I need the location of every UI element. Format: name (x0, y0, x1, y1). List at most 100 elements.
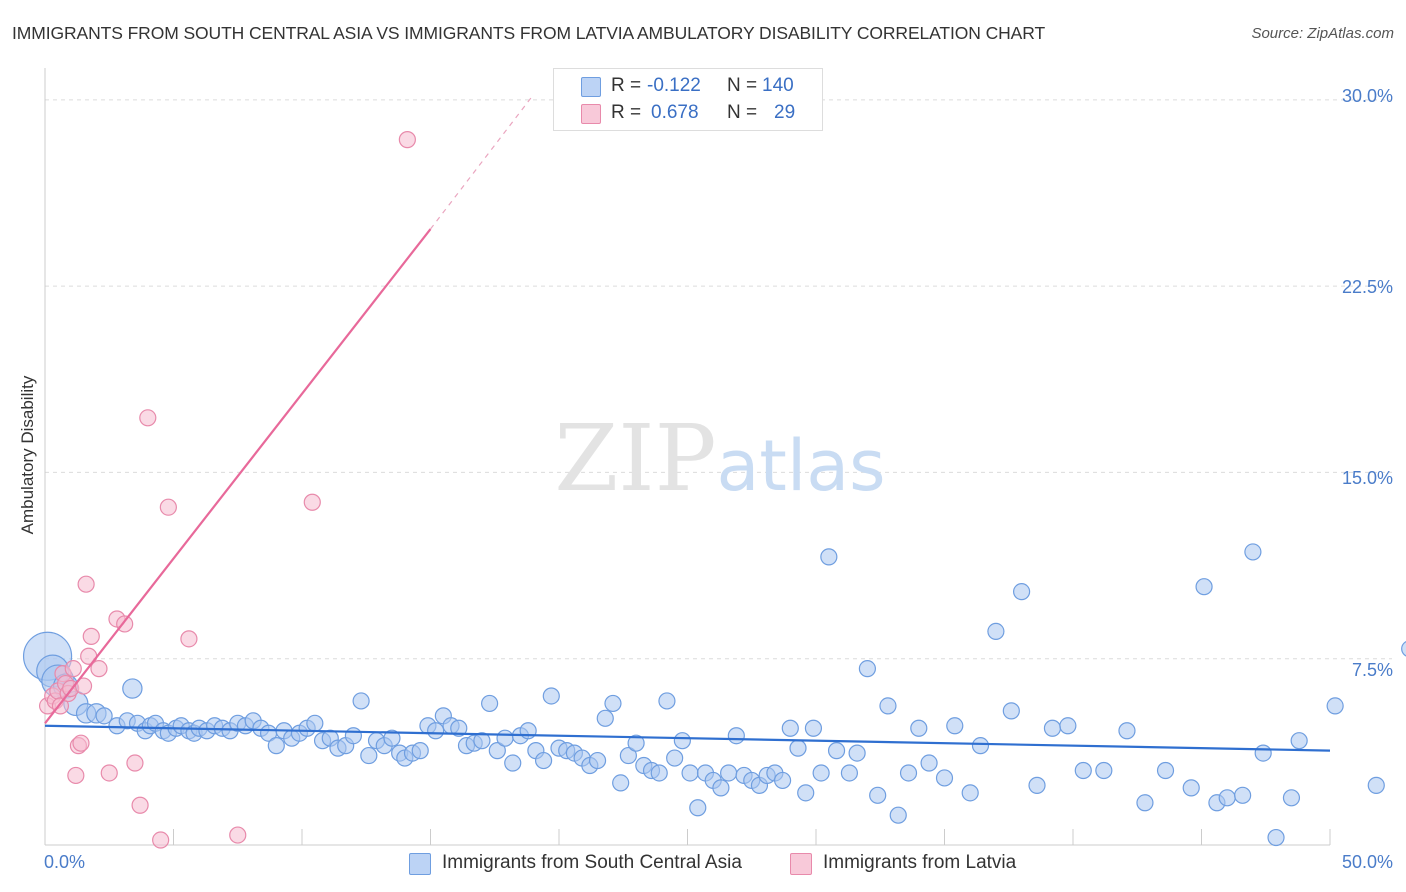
source-label: Source: ZipAtlas.com (1251, 25, 1394, 42)
data-point (122, 678, 143, 699)
data-point (344, 727, 362, 745)
data-point (935, 769, 954, 787)
data-point (77, 575, 95, 593)
data-point (542, 687, 560, 705)
data-point (82, 627, 100, 645)
data-point (1136, 794, 1154, 812)
data-point (534, 751, 553, 770)
data-point (74, 677, 93, 695)
data-point (1002, 702, 1020, 720)
legend-label: Immigrants from Latvia (823, 852, 1017, 873)
data-point (131, 796, 149, 814)
data-point (152, 831, 170, 849)
data-point (360, 746, 378, 765)
data-point (352, 692, 370, 710)
data-point (481, 694, 499, 713)
data-point (72, 734, 90, 752)
blue-swatch-icon (581, 77, 601, 97)
axes (44, 68, 1331, 846)
data-point (689, 799, 707, 817)
data-point (398, 131, 416, 149)
data-point (267, 737, 285, 755)
data-point (827, 742, 846, 760)
data-point (306, 714, 324, 732)
data-point (619, 746, 637, 765)
data-point (1195, 578, 1213, 596)
data-point (383, 729, 401, 747)
gridlines (45, 99, 1392, 660)
data-point (1012, 583, 1031, 601)
data-point (627, 734, 645, 752)
n-value: 140 (762, 75, 794, 96)
data-point (588, 751, 607, 770)
data-point (781, 719, 799, 737)
data-point (303, 493, 321, 511)
r-value: -0.122 (647, 75, 701, 96)
blue-swatch-icon (409, 853, 431, 875)
data-point (1326, 697, 1344, 715)
data-point (1074, 761, 1092, 780)
trend-line-south-central-asia (44, 724, 1331, 752)
data-point (1095, 761, 1113, 780)
data-point (987, 622, 1005, 640)
data-point (1234, 786, 1252, 804)
n-label: N = (727, 102, 758, 123)
data-point (1028, 776, 1046, 794)
y-tick-label-15: 15.0% (1341, 468, 1393, 488)
data-point (666, 749, 684, 767)
trend-line-latvia-extrapolated (430, 94, 534, 230)
data-point (411, 742, 429, 760)
data-point (1156, 761, 1175, 780)
data-point (681, 764, 699, 782)
data-point (658, 692, 676, 710)
data-point (720, 764, 738, 782)
data-point (1182, 779, 1200, 797)
stats-row-south-central-asia: R = -0.122 N = 140 (554, 73, 822, 100)
data-point (612, 774, 630, 792)
data-point (90, 660, 108, 678)
data-point (496, 729, 514, 747)
n-label: N = (727, 75, 758, 96)
pink-swatch-icon (581, 104, 601, 124)
data-point (727, 727, 745, 745)
y-axis-label: Ambulatory Disability (18, 375, 37, 535)
data-point (971, 737, 990, 755)
data-point (920, 754, 938, 772)
series-latvia (38, 131, 416, 849)
data-point (159, 498, 177, 516)
data-point (1244, 543, 1262, 561)
data-point (450, 719, 468, 737)
data-point (100, 764, 118, 782)
data-point (1282, 789, 1301, 807)
correlation-stats-box: R = -0.122 N = 140 R = 0.678 N = 29 (553, 68, 823, 131)
data-point (848, 744, 866, 762)
r-value: 0.678 (651, 102, 699, 123)
y-tick-label-30: 30.0% (1341, 86, 1393, 106)
data-point (961, 784, 979, 802)
data-point (869, 786, 887, 804)
data-point (604, 694, 622, 713)
data-point (804, 719, 823, 737)
pink-swatch-icon (790, 853, 812, 875)
data-point (812, 764, 830, 782)
data-point (126, 754, 144, 772)
legend-label: Immigrants from South Central Asia (442, 852, 742, 873)
data-point (889, 806, 907, 824)
y-tick-label-7-5: 7.5% (1351, 660, 1393, 680)
data-point (712, 779, 730, 797)
series-south-central-asia (22, 543, 1406, 847)
data-point (1267, 828, 1285, 847)
data-point (473, 732, 491, 750)
data-point (858, 660, 877, 678)
trend-lines (44, 94, 1331, 752)
y-tick-label-22-5: 22.5% (1341, 277, 1393, 297)
data-point (840, 764, 859, 782)
data-point (789, 739, 807, 757)
data-point (1401, 641, 1406, 657)
chart-title: IMMIGRANTS FROM SOUTH CENTRAL ASIA VS IM… (12, 23, 1046, 43)
legend: Immigrants from South Central Asia Immig… (0, 850, 1406, 878)
watermark-atlas: atlas (717, 425, 886, 507)
r-label: R = (611, 75, 642, 96)
data-point (519, 722, 537, 740)
